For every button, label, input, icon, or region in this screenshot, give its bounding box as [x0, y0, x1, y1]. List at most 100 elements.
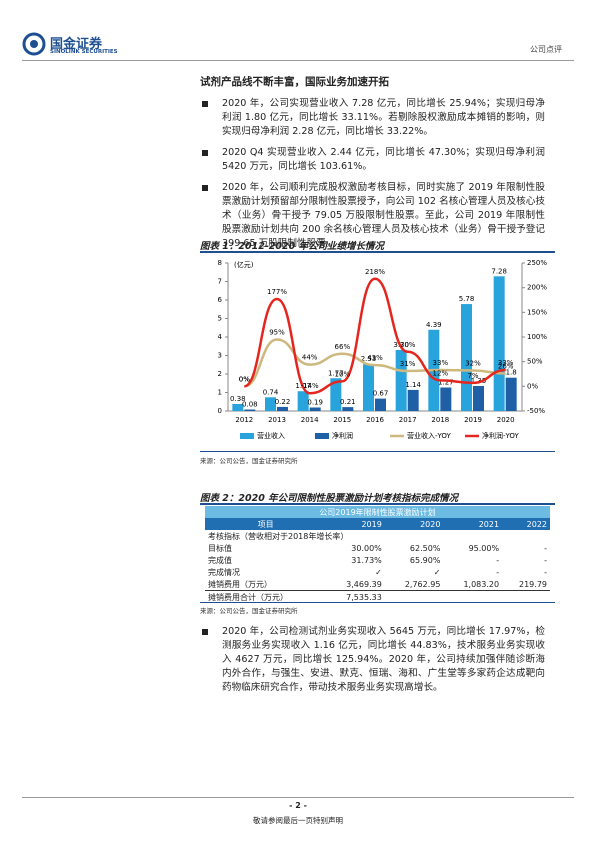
table-cell: -	[496, 555, 500, 565]
data-label: 0%	[239, 375, 250, 383]
table-row: 目标值 30.00% 62.50% 95.00% -	[205, 542, 550, 554]
y-tick-label: 2	[218, 370, 222, 378]
caption-row: 公司2019年限制性股票激励计划	[205, 506, 550, 518]
legend-label: 营业收入-YOY	[407, 431, 452, 440]
y2-tick-label: 200%	[527, 284, 547, 292]
table-cell: -	[496, 567, 500, 577]
table-cell: 2,762.95	[404, 579, 441, 589]
bar	[375, 398, 386, 411]
y2-tick-label: -50%	[527, 407, 545, 415]
data-label: 177%	[267, 288, 287, 296]
bar	[297, 391, 309, 411]
y2-tick-label: 150%	[527, 308, 547, 316]
bar	[309, 407, 321, 411]
footer-rule	[22, 797, 574, 798]
y2-tick-label: 50%	[527, 358, 543, 366]
source: 来源：公司公告，国金证券研究所	[200, 607, 298, 615]
data-label: 2.53	[361, 355, 377, 363]
table-cell: 完成情况	[208, 567, 240, 577]
bar	[493, 276, 505, 411]
legend-label: 净利润-YOY	[482, 431, 520, 440]
data-label: 7%	[467, 372, 478, 380]
x-tick-label: 2012	[235, 416, 253, 424]
data-label: 32%	[465, 360, 481, 368]
data-label: 95%	[269, 328, 285, 336]
data-label: 1.8	[506, 369, 517, 377]
figure-rule	[200, 251, 555, 253]
data-label: 31%	[400, 360, 416, 368]
header-cell: 2020	[420, 519, 441, 529]
bullet: 2020 年，公司实现营业收入 7.28 亿元，同比增长 25.94%；实现归母…	[200, 97, 545, 139]
data-label: 218%	[365, 268, 385, 276]
data-label: 1.14	[405, 381, 421, 389]
data-label: 0%	[239, 375, 250, 383]
x-tick-label: 2016	[366, 416, 384, 424]
data-label: 10%	[335, 370, 351, 378]
data-label: 66%	[335, 343, 351, 351]
bar	[330, 378, 342, 411]
data-label: 0.38	[230, 395, 246, 403]
data-label: 26%	[498, 363, 514, 371]
table-cell: 摊销费用合计（万元）	[208, 592, 288, 602]
header-row: 项目 2019 2020 2021 2022	[205, 518, 550, 530]
data-label: 0.08	[242, 401, 258, 409]
bar	[342, 407, 354, 411]
source: 来源：公司公告，国金证券研究所	[200, 457, 298, 465]
table-cell: 62.50%	[409, 543, 441, 553]
table-cell: ✓	[375, 567, 382, 577]
data-label: 1.27	[438, 379, 454, 387]
legend-label: 营业收入	[257, 431, 285, 440]
y-tick-label: 1	[218, 389, 222, 397]
table-row: 摊销费用（万元） 3,469.39 2,762.95 1,083.20 219.79	[205, 578, 550, 591]
table-cell: 219.79	[519, 579, 547, 589]
section-title: 试剂产品线不断丰富，国际业务加速开拓	[200, 76, 389, 88]
table-cell: ✓	[433, 567, 441, 577]
table: 公司2019年限制性股票激励计划 项目 2019 2020 2021 2022 考核指标（营…	[205, 506, 550, 603]
bar	[461, 304, 472, 411]
bullet: 2020 Q4 实现营业收入 2.44 亿元，同比增长 47.30%；实现归母净…	[200, 146, 545, 174]
bar	[244, 409, 256, 411]
table-cell: 完成值	[208, 555, 232, 565]
table-cell: 65.90%	[409, 555, 441, 565]
figure-rule	[200, 451, 555, 452]
bar	[265, 397, 276, 411]
y-tick-label: 0	[218, 407, 222, 415]
doc-type: 公司点评	[530, 45, 562, 54]
y2-tick-label: 100%	[527, 333, 547, 341]
disclaimer: 敬请参阅最后一页特别声明	[253, 816, 343, 825]
bar	[505, 377, 517, 411]
table-row: 完成值 31.73% 65.90% - -	[205, 554, 550, 566]
chart: (亿元) 0 1 2 3 4 5 6 7 8 -50% 0% 50% 100% 150% 200% 250% 20…	[218, 259, 548, 440]
y-tick-label: 8	[218, 259, 222, 267]
bar	[473, 386, 484, 411]
table-row: 考核指标（营收相对于2018年增长率）	[205, 530, 550, 542]
line	[243, 338, 506, 388]
x-tick-label: 2020	[497, 416, 515, 424]
table-row: 完成情况 ✓ ✓ - -	[205, 566, 550, 578]
data-label: 44%	[302, 354, 318, 362]
header-cell: 项目	[257, 519, 274, 529]
bullet: 2020 年，公司顺利完成股权激励考核目标，同时实施了 2019 年限制性股票激…	[200, 181, 545, 251]
data-label: 33%	[433, 359, 449, 367]
x-tick-label: 2014	[301, 416, 319, 424]
figure-title: 图表 2：2020 年公司限制性股票激励计划考核指标完成情况	[200, 493, 459, 504]
table-cell: 目标值	[208, 543, 232, 553]
data-label: 12%	[433, 369, 449, 377]
header-cell: 2021	[478, 519, 500, 529]
data-label: 5.78	[459, 295, 475, 303]
y2-tick-label: 0%	[527, 382, 538, 390]
x-tick-label: 2018	[431, 416, 449, 424]
data-label: 1.77	[328, 369, 344, 377]
table-cell: 7,535.33	[346, 592, 382, 602]
table-cell: -	[544, 567, 547, 577]
bar	[363, 364, 374, 411]
legend-swatch	[315, 433, 329, 439]
bar	[232, 403, 244, 411]
y-tick-label: 6	[218, 296, 223, 304]
table-cell: 95.00%	[468, 543, 500, 553]
table-cell: 1,083.20	[463, 579, 500, 589]
y2-tick-label: 250%	[527, 259, 547, 267]
table-wrap: 公司2019年限制性股票激励计划 项目 2019 2020 2021 2022 考核指标（营…	[205, 506, 550, 603]
data-label: 0.22	[275, 398, 291, 406]
